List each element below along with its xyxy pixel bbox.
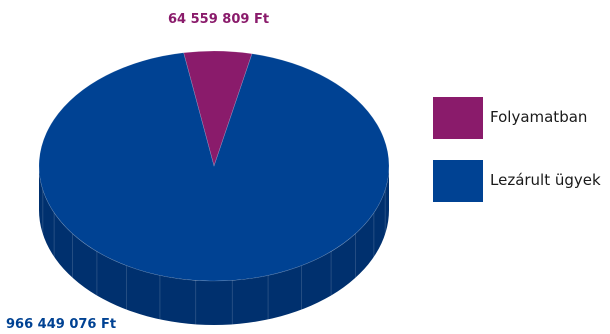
pie-slice-lezarult-ugyek — [38, 52, 390, 282]
data-label-folyamatban: 64 559 809 Ft — [168, 12, 270, 27]
pie-slice-folyamatban — [183, 50, 253, 168]
legend-label-folyamatban: Folyamatban — [490, 108, 588, 126]
data-label-lezarult-ugyek: 966 449 076 Ft — [6, 317, 117, 332]
legend-swatch-lezarult-ugyek — [433, 160, 483, 202]
legend-label-lezarult-ugyek: Lezárult ügyek — [490, 171, 601, 189]
legend-swatch-folyamatban — [433, 97, 483, 139]
pie-side-1-0 — [39, 166, 389, 325]
